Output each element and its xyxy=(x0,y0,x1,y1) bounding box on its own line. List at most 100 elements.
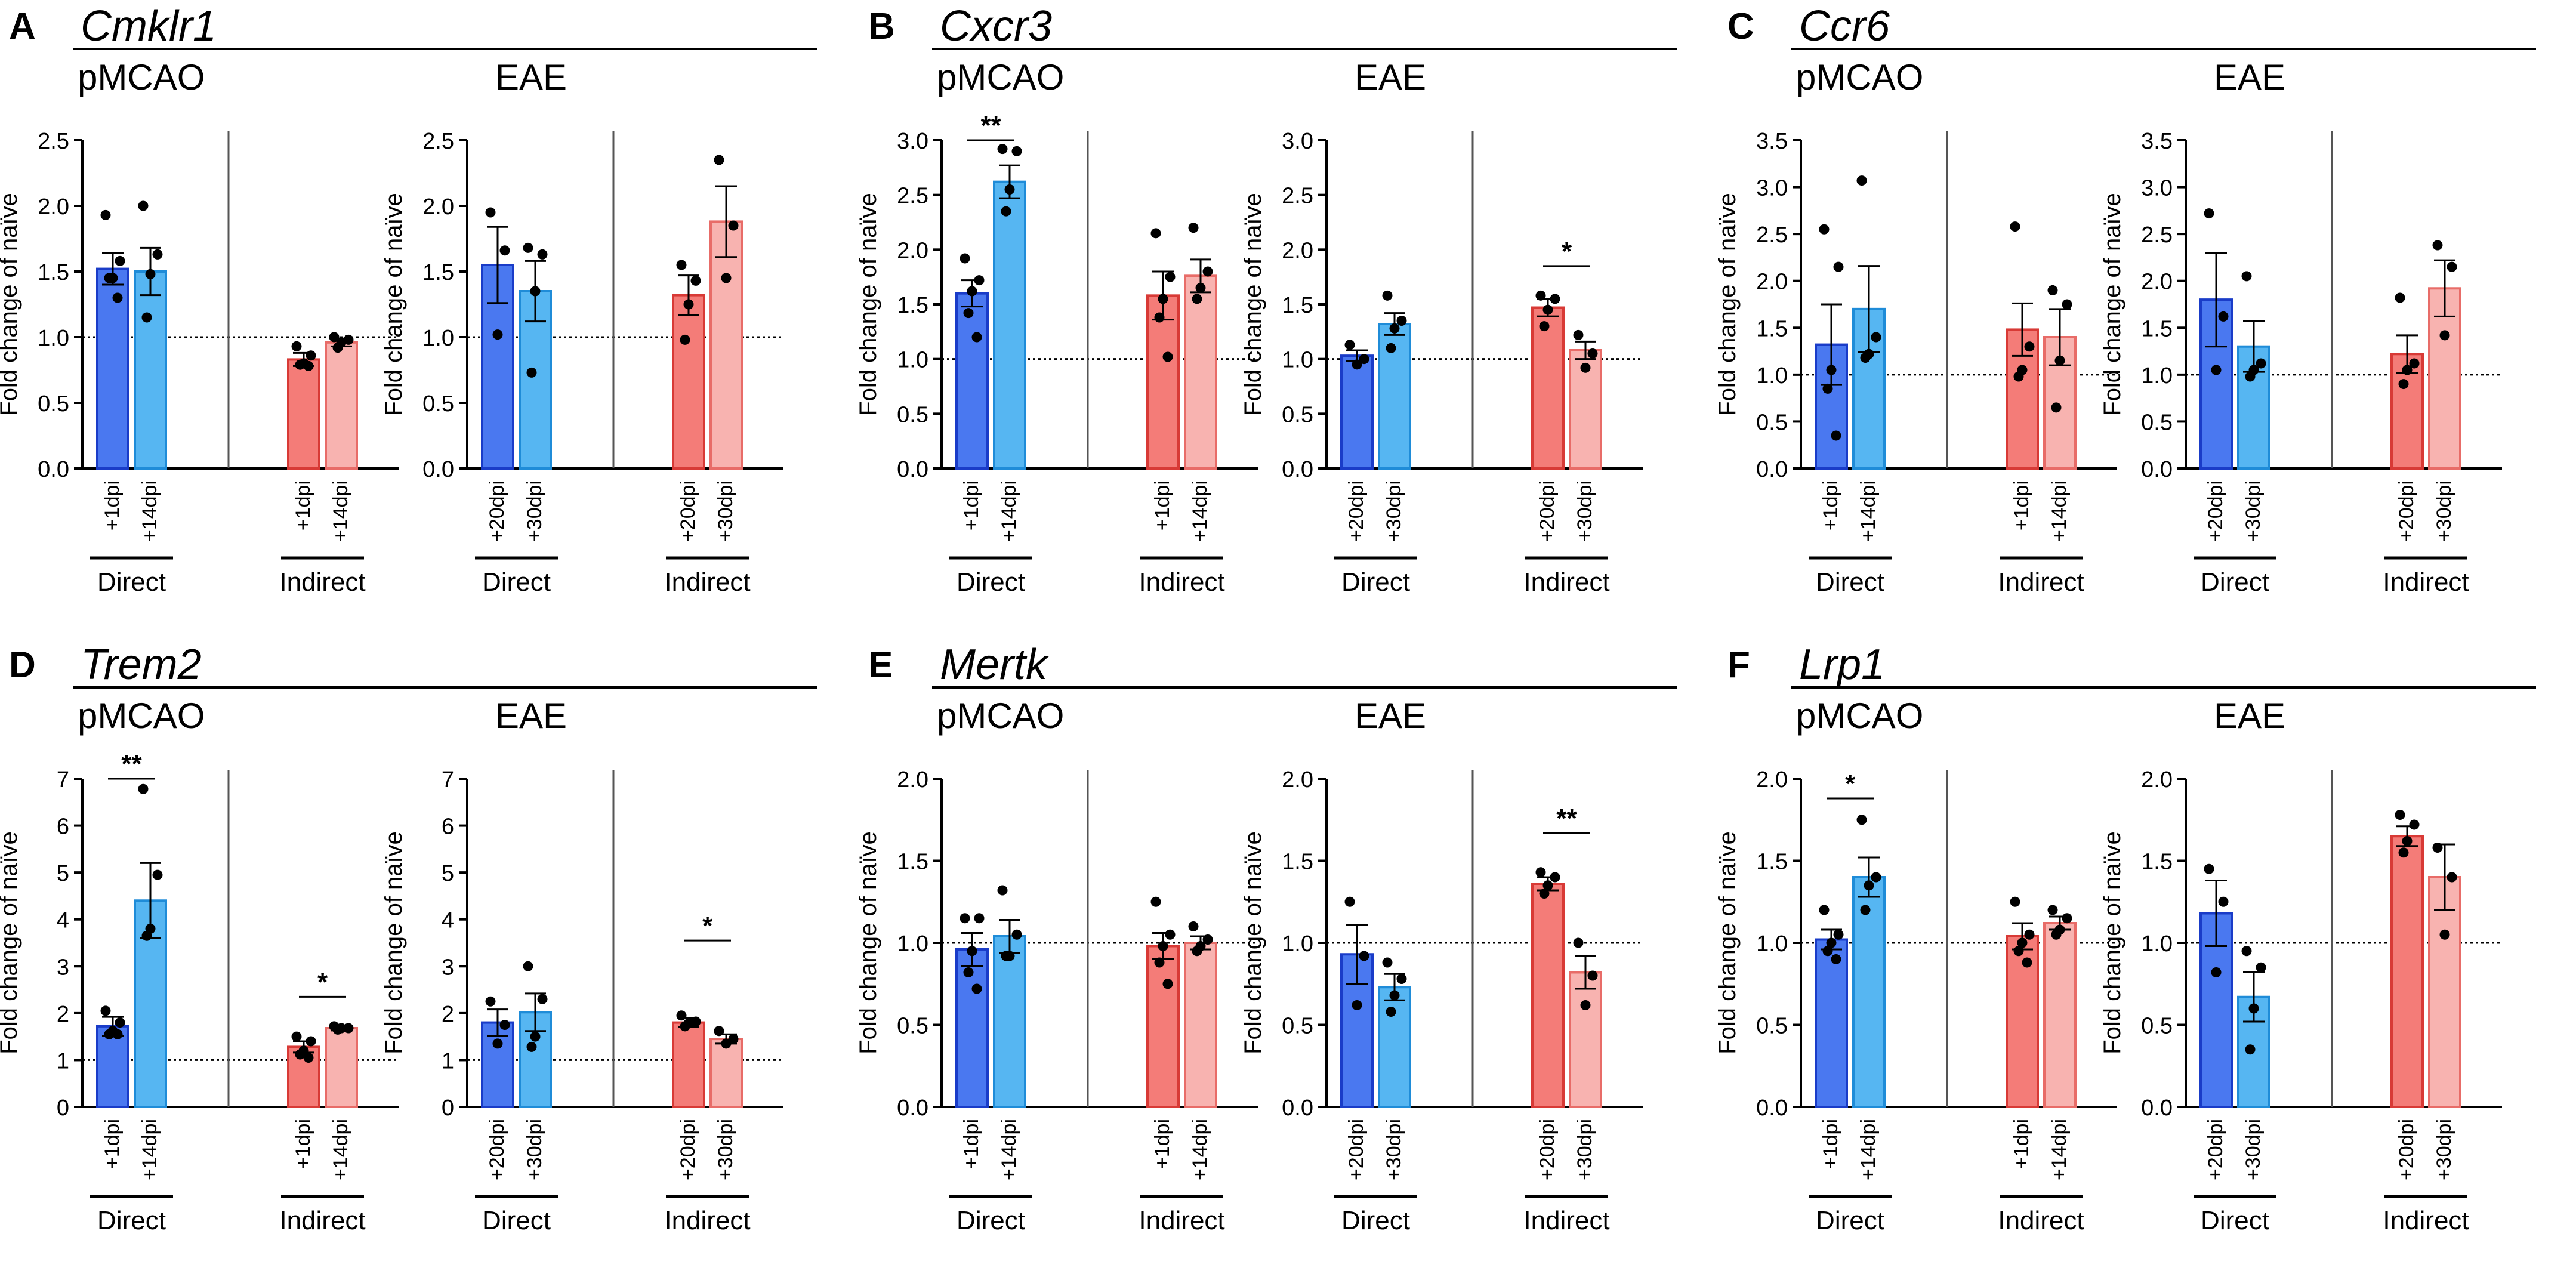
data-point xyxy=(1396,974,1407,984)
y-tick-label: 3 xyxy=(442,955,454,980)
subplot-title: EAE xyxy=(495,696,567,736)
group-label: Indirect xyxy=(1139,1206,1224,1235)
data-point xyxy=(1396,316,1407,326)
data-point xyxy=(1162,351,1173,362)
sig-label: ** xyxy=(1556,804,1577,833)
data-point xyxy=(1352,1000,1362,1010)
data-point xyxy=(1539,889,1550,899)
bar xyxy=(96,1025,129,1109)
data-point xyxy=(1573,329,1584,340)
bar xyxy=(955,292,989,470)
bar xyxy=(1569,971,1602,1108)
y-tick-label: 1.0 xyxy=(38,326,69,351)
x-tick-label: +1dpi xyxy=(292,1119,314,1169)
data-point xyxy=(530,286,541,297)
data-point xyxy=(997,144,1008,155)
bar xyxy=(709,1038,743,1108)
data-point xyxy=(1871,332,1881,343)
y-tick-label: 0.5 xyxy=(2141,410,2173,435)
data-point xyxy=(2017,937,2028,948)
group-label: Direct xyxy=(957,1206,1025,1235)
data-point xyxy=(1188,223,1199,233)
group-label: Direct xyxy=(1816,1206,1884,1235)
y-tick-label: 0 xyxy=(57,1096,69,1121)
subplot-title: pMCAO xyxy=(78,57,205,97)
panel-letter: A xyxy=(9,6,36,47)
panel-a: A Cmklr1 pMCAO 0.0 0.5 1.0 1.5 2.0 2.5 Fold chang… xyxy=(0,2,817,597)
gene-title: Mertk xyxy=(940,641,1050,689)
y-tick-label: 1.0 xyxy=(422,326,454,351)
x-tick-label: +20dpi xyxy=(2204,480,2227,542)
subplot-title: EAE xyxy=(1355,696,1426,736)
subplot-eae: EAE 0.0 0.5 1.0 1.5 2.0 2.5 3.0 3.5 Fold change o… xyxy=(2099,57,2502,597)
data-point xyxy=(1587,970,1598,981)
y-tick-label: 0.0 xyxy=(422,457,454,482)
data-point xyxy=(306,1036,316,1047)
data-point xyxy=(1389,990,1400,1001)
data-point xyxy=(2248,1003,2259,1014)
y-tick-label: 2.0 xyxy=(2141,270,2173,295)
y-tick-label: 1.0 xyxy=(897,348,928,373)
data-point xyxy=(2447,872,2457,883)
bar xyxy=(1340,354,1374,470)
data-point xyxy=(1826,365,1837,375)
bar xyxy=(96,267,129,470)
data-point xyxy=(680,1021,690,1032)
y-tick-label: 1 xyxy=(57,1048,69,1074)
data-point xyxy=(721,273,732,283)
group-label: Direct xyxy=(482,1206,551,1235)
x-tick-label: +1dpi xyxy=(1819,1119,1842,1169)
data-point xyxy=(141,930,152,941)
data-point xyxy=(2010,896,2020,907)
y-tick-label: 1.0 xyxy=(2141,363,2173,388)
y-tick-label: 2.0 xyxy=(1282,767,1313,792)
y-tick-label: 0.0 xyxy=(1756,1096,1788,1121)
y-tick-label: 2.5 xyxy=(1756,223,1788,248)
gene-title: Lrp1 xyxy=(1799,641,1885,689)
data-point xyxy=(115,1017,125,1028)
data-point xyxy=(1162,979,1173,989)
x-tick-label: +14dpi xyxy=(998,480,1020,542)
x-tick-label: +30dpi xyxy=(714,1119,737,1180)
data-point xyxy=(1382,957,1393,968)
data-point xyxy=(1154,957,1165,968)
data-point xyxy=(145,269,156,279)
data-point xyxy=(492,1038,503,1049)
data-point xyxy=(1864,880,1874,891)
subplot-pmcao: pMCAO 0 1 2 3 4 5 6 7 Fold change of naïve +1dpi +1… xyxy=(0,696,399,1235)
data-point xyxy=(2010,221,2020,232)
data-point xyxy=(2241,946,2252,957)
x-tick-label: +14dpi xyxy=(998,1119,1020,1180)
data-point xyxy=(112,292,123,303)
group-label: Indirect xyxy=(279,567,365,597)
subplot-eae: EAE 0 1 2 3 4 5 6 7 Fold change of naïve +20dpi +30… xyxy=(381,696,783,1235)
data-point xyxy=(2062,299,2072,310)
data-point xyxy=(2256,962,2266,973)
subplot-eae: EAE 0.0 0.5 1.0 1.5 2.0 Fold change of naïve +2… xyxy=(1240,696,1643,1235)
data-point xyxy=(104,273,115,283)
bar xyxy=(709,220,743,470)
data-point xyxy=(141,312,152,323)
data-point xyxy=(2402,365,2413,375)
y-tick-label: 6 xyxy=(442,815,454,840)
data-point xyxy=(1856,175,1867,186)
data-point xyxy=(997,885,1008,896)
y-tick-label: 0.5 xyxy=(1282,402,1313,427)
x-tick-label: +1dpi xyxy=(960,1119,983,1169)
data-point xyxy=(1195,283,1206,293)
x-tick-label: +20dpi xyxy=(677,1119,699,1180)
panel-letter: C xyxy=(1727,6,1754,47)
data-point xyxy=(960,253,970,264)
y-axis-label: Fold change of naïve xyxy=(855,193,881,416)
data-point xyxy=(2398,847,2409,858)
group-label: Indirect xyxy=(1523,567,1609,597)
y-tick-label: 1.5 xyxy=(2141,316,2173,341)
data-point xyxy=(721,1038,732,1049)
y-tick-label: 3.0 xyxy=(1756,176,1788,201)
group-label: Indirect xyxy=(1998,567,2084,597)
group-label: Indirect xyxy=(664,567,750,597)
subplot-title: pMCAO xyxy=(78,696,205,736)
data-point xyxy=(960,913,970,924)
bar xyxy=(1378,986,1411,1108)
